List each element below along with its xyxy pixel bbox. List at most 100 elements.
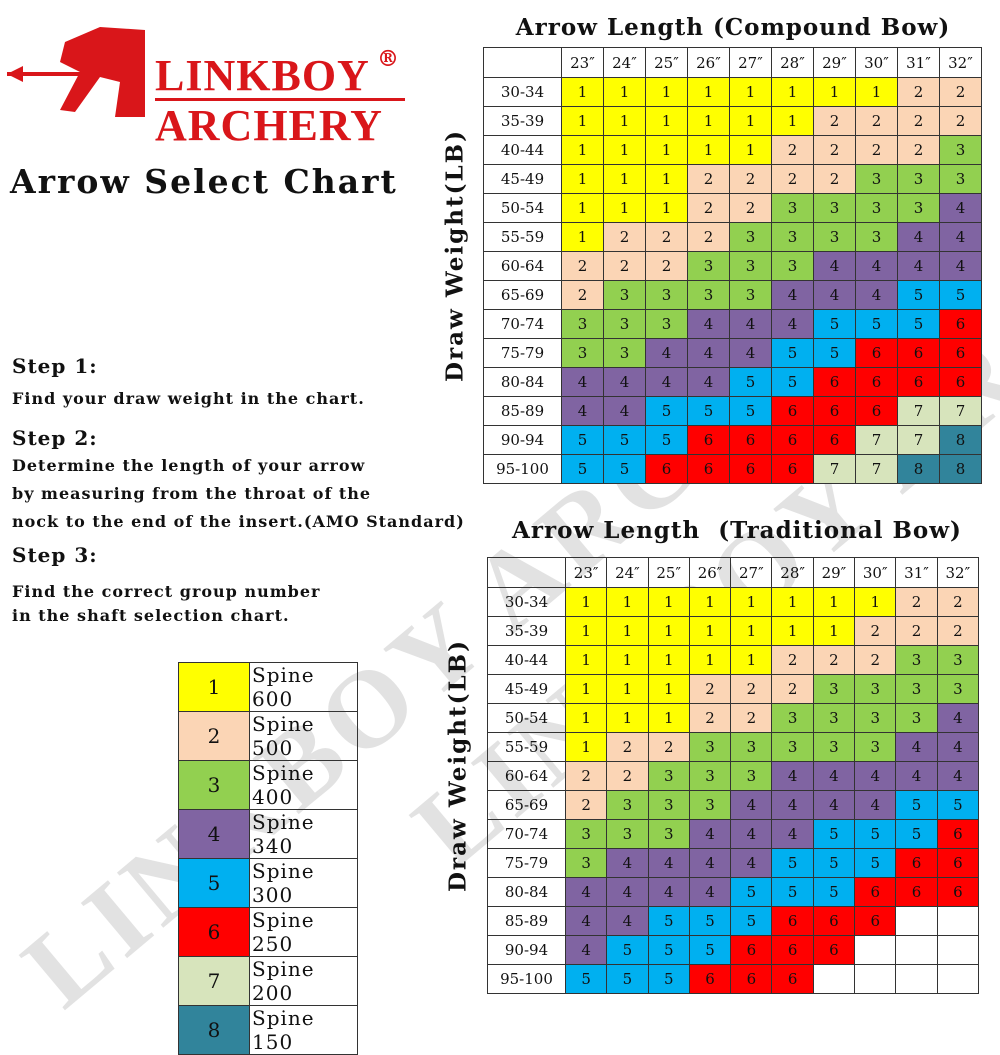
group-cell: 1	[561, 222, 604, 252]
group-cell: 4	[647, 848, 690, 878]
column-header: 23″	[561, 47, 604, 78]
group-cell: 4	[855, 251, 898, 281]
step-3-text: Find the correct group number	[12, 582, 321, 601]
group-cell: 1	[729, 106, 772, 136]
row-header: 90-94	[487, 935, 566, 965]
row-header: 75-79	[487, 848, 566, 878]
legend-group: 5	[178, 858, 250, 908]
row-header: 50-54	[483, 193, 562, 223]
group-cell: 2	[854, 616, 897, 646]
corner-cell	[483, 47, 562, 78]
group-cell: 3	[939, 135, 982, 165]
group-cell: 7	[855, 454, 898, 484]
group-cell: 6	[812, 935, 856, 965]
group-cell: 5	[730, 877, 773, 907]
group-cell: 1	[729, 77, 772, 107]
group-cell: 3	[771, 703, 814, 733]
legend-group: 4	[178, 809, 250, 859]
group-cell: 5	[729, 396, 772, 426]
column-header: 32″	[936, 557, 980, 588]
group-cell: 1	[688, 616, 732, 646]
column-header: 26″	[687, 47, 730, 78]
group-cell: 3	[813, 222, 856, 252]
group-cell: 2	[895, 616, 938, 646]
legend-label: Spine 200	[249, 956, 358, 1006]
group-cell: 5	[645, 396, 688, 426]
group-cell: 5	[561, 425, 604, 455]
column-header: 23″	[564, 557, 608, 588]
group-cell: 3	[897, 164, 940, 194]
group-cell: 8	[939, 425, 982, 455]
group-cell: 4	[645, 338, 688, 368]
group-cell: 5	[688, 906, 732, 936]
group-cell: 4	[936, 703, 980, 733]
group-cell: 4	[897, 222, 940, 252]
group-cell: 1	[771, 587, 814, 617]
group-cell: 4	[606, 877, 649, 907]
row-header: 55-59	[487, 732, 566, 762]
column-header: 31″	[895, 557, 938, 588]
group-cell: 4	[854, 761, 897, 791]
column-header: 32″	[939, 47, 982, 78]
group-cell: 4	[771, 761, 814, 791]
group-cell: 3	[936, 645, 980, 675]
archer-horse-logo-icon	[7, 27, 145, 117]
group-cell	[854, 964, 897, 994]
column-header: 27″	[729, 47, 772, 78]
group-cell: 3	[730, 732, 773, 762]
corner-cell	[487, 557, 566, 588]
group-cell: 3	[729, 280, 772, 310]
group-cell: 3	[897, 193, 940, 223]
column-header: 25″	[647, 557, 690, 588]
group-cell: 2	[897, 106, 940, 136]
group-cell: 4	[730, 790, 773, 820]
group-cell: 3	[645, 309, 688, 339]
group-cell: 4	[688, 877, 732, 907]
group-cell	[854, 935, 897, 965]
table-row: 80-84 4 4 4 4 5 5 6 6 6 6	[483, 367, 982, 397]
column-header: 24″	[603, 47, 646, 78]
table-row: 65-69 2 3 3 3 4 4 4 4 5 5	[487, 790, 980, 820]
group-cell: 1	[561, 135, 604, 165]
group-cell: 1	[606, 587, 649, 617]
table-row: 45-49 1 1 1 2 2 2 2 3 3 3	[483, 164, 982, 194]
step-3-heading: Step 3:	[12, 543, 98, 567]
step-2-text: nock to the end of the insert.(AMO Stand…	[12, 512, 465, 531]
group-cell: 7	[939, 396, 982, 426]
row-header: 70-74	[483, 309, 562, 339]
legend-row: 6 Spine 250	[178, 907, 358, 957]
group-cell: 5	[771, 367, 814, 397]
group-cell: 8	[897, 454, 940, 484]
group-cell: 3	[606, 790, 649, 820]
group-cell: 3	[936, 674, 980, 704]
table-row: 75-79 3 4 4 4 4 5 5 5 6 6	[487, 848, 980, 878]
table-row: 50-54 1 1 1 2 2 3 3 3 3 4	[487, 703, 980, 733]
group-cell: 5	[771, 338, 814, 368]
group-cell: 4	[606, 848, 649, 878]
group-cell: 5	[687, 396, 730, 426]
group-cell: 4	[687, 367, 730, 397]
group-cell: 4	[564, 906, 608, 936]
group-cell: 6	[939, 309, 982, 339]
group-cell: 3	[855, 164, 898, 194]
group-cell: 5	[936, 790, 980, 820]
column-header: 24″	[606, 557, 649, 588]
legend-group: 6	[178, 907, 250, 957]
group-cell: 2	[688, 703, 732, 733]
group-cell: 2	[687, 164, 730, 194]
table-row: 80-84 4 4 4 4 5 5 5 6 6 6	[487, 877, 980, 907]
legend-label: Spine 400	[249, 760, 358, 810]
group-cell: 4	[939, 193, 982, 223]
group-cell: 2	[561, 280, 604, 310]
group-cell: 1	[603, 193, 646, 223]
row-header: 35-39	[483, 106, 562, 136]
group-cell: 6	[688, 964, 732, 994]
group-cell: 4	[687, 338, 730, 368]
header-row: 23″ 24″ 25″ 26″ 27″ 28″ 29″ 30″ 31″ 32″	[483, 47, 982, 78]
legend-label: Spine 340	[249, 809, 358, 859]
row-header: 80-84	[483, 367, 562, 397]
group-cell: 5	[895, 819, 938, 849]
group-cell	[936, 906, 980, 936]
group-cell: 5	[606, 964, 649, 994]
group-cell: 1	[688, 587, 732, 617]
